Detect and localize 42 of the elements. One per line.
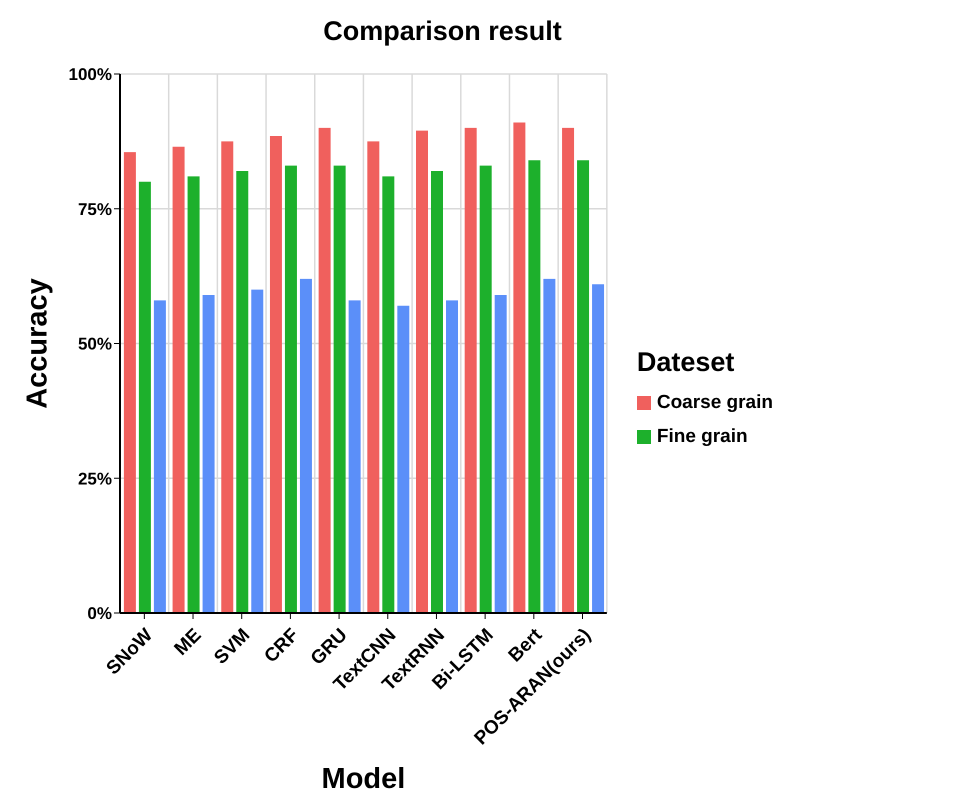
y-tick-label: 25% bbox=[78, 469, 112, 488]
bar bbox=[480, 166, 492, 613]
bar bbox=[397, 306, 410, 613]
y-tick-label: 0% bbox=[87, 604, 112, 624]
bar bbox=[300, 278, 312, 613]
chart-title: Comparison result bbox=[322, 16, 563, 47]
x-tick-label: ME bbox=[170, 624, 206, 660]
bar bbox=[577, 160, 590, 613]
bar bbox=[528, 160, 540, 613]
x-axis-title: Model bbox=[322, 763, 406, 795]
y-tick-label: 100% bbox=[68, 65, 112, 84]
bar bbox=[284, 166, 297, 613]
legend-title: Dateset bbox=[636, 346, 736, 378]
legend-label: Coarse grain bbox=[656, 392, 773, 414]
bar bbox=[367, 141, 380, 613]
bar bbox=[270, 136, 282, 613]
bar bbox=[221, 141, 234, 613]
bar bbox=[202, 294, 215, 613]
bar bbox=[348, 300, 361, 613]
y-axis-title: Accuracy bbox=[21, 278, 54, 409]
bar bbox=[382, 176, 394, 613]
y-tick-label: 75% bbox=[78, 200, 112, 219]
bar bbox=[446, 300, 458, 613]
bar bbox=[154, 300, 166, 613]
bar bbox=[334, 166, 346, 613]
y-tick-label: 50% bbox=[78, 334, 112, 354]
bar bbox=[416, 130, 428, 613]
bar bbox=[562, 128, 574, 613]
bar bbox=[124, 152, 136, 613]
bar bbox=[513, 122, 526, 613]
bar bbox=[494, 294, 507, 613]
bar bbox=[592, 284, 604, 613]
legend-label: Fine grain bbox=[656, 426, 749, 448]
bar bbox=[464, 128, 477, 613]
bar bbox=[543, 278, 556, 613]
bar bbox=[138, 182, 151, 613]
bar bbox=[188, 176, 200, 613]
bar bbox=[318, 128, 331, 613]
bar bbox=[236, 171, 248, 613]
bar bbox=[251, 290, 264, 613]
bar bbox=[431, 171, 443, 613]
bar bbox=[172, 146, 185, 613]
